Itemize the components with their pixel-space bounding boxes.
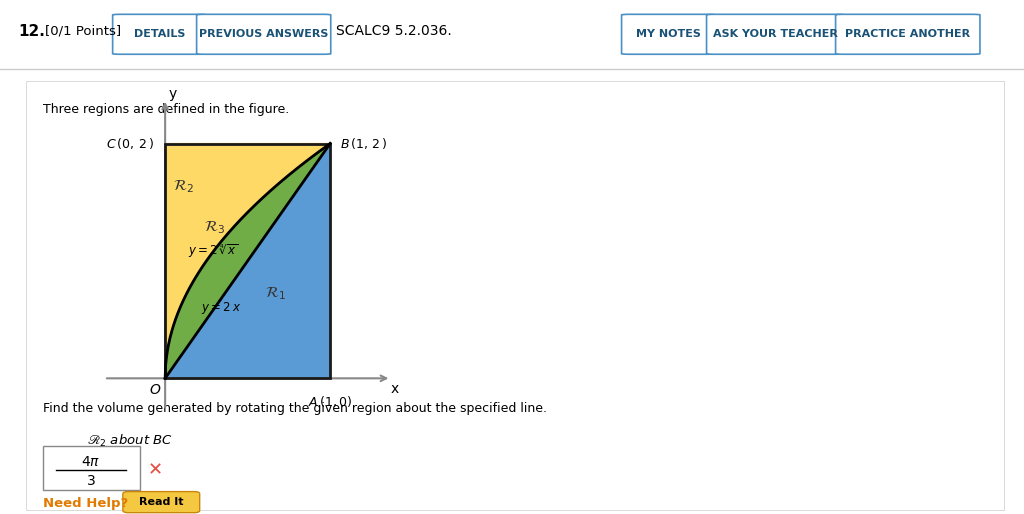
FancyBboxPatch shape xyxy=(197,14,331,54)
Text: [0/1 Points]: [0/1 Points] xyxy=(45,25,121,38)
FancyBboxPatch shape xyxy=(123,491,200,512)
Text: 12.: 12. xyxy=(18,24,45,39)
Polygon shape xyxy=(165,143,330,378)
FancyBboxPatch shape xyxy=(707,14,844,54)
Text: PREVIOUS ANSWERS: PREVIOUS ANSWERS xyxy=(199,29,329,39)
Text: $3$: $3$ xyxy=(86,474,96,488)
Text: $A\,(1,0)$: $A\,(1,0)$ xyxy=(308,394,352,409)
Bar xyxy=(43,446,140,490)
FancyBboxPatch shape xyxy=(113,14,206,54)
Text: $\mathcal{R}_1$: $\mathcal{R}_1$ xyxy=(265,285,286,302)
Text: x: x xyxy=(390,382,398,396)
Text: $\mathscr{R}_2$ about $BC$: $\mathscr{R}_2$ about $BC$ xyxy=(87,433,173,449)
Text: $y = 2\,\sqrt[4]{x}$: $y = 2\,\sqrt[4]{x}$ xyxy=(188,243,239,261)
FancyBboxPatch shape xyxy=(836,14,980,54)
Text: MY NOTES: MY NOTES xyxy=(636,29,700,39)
Text: y: y xyxy=(168,87,177,101)
Text: ✕: ✕ xyxy=(148,461,163,479)
FancyBboxPatch shape xyxy=(622,14,715,54)
Polygon shape xyxy=(165,143,330,378)
Polygon shape xyxy=(165,143,330,378)
Text: SCALC9 5.2.036.: SCALC9 5.2.036. xyxy=(336,24,452,39)
Text: $C\,(0,\,2\,)$: $C\,(0,\,2\,)$ xyxy=(105,136,154,151)
Text: $\mathcal{R}_3$: $\mathcal{R}_3$ xyxy=(204,219,225,236)
Text: $4\pi$: $4\pi$ xyxy=(82,455,100,469)
Text: DETAILS: DETAILS xyxy=(133,29,185,39)
Text: Three regions are defined in the figure.: Three regions are defined in the figure. xyxy=(43,103,289,116)
Text: Need Help?: Need Help? xyxy=(43,497,128,509)
Text: ASK YOUR TEACHER: ASK YOUR TEACHER xyxy=(713,29,838,39)
Text: $B\,(1,\,2\,)$: $B\,(1,\,2\,)$ xyxy=(340,136,388,151)
Text: PRACTICE ANOTHER: PRACTICE ANOTHER xyxy=(845,29,971,39)
Text: $\mathcal{R}_2$: $\mathcal{R}_2$ xyxy=(173,178,194,195)
Text: Find the volume generated by rotating the given region about the specified line.: Find the volume generated by rotating th… xyxy=(43,402,547,415)
Text: O: O xyxy=(148,383,160,397)
Text: Read It: Read It xyxy=(139,497,183,507)
Text: $y = 2\,x$: $y = 2\,x$ xyxy=(202,300,242,316)
